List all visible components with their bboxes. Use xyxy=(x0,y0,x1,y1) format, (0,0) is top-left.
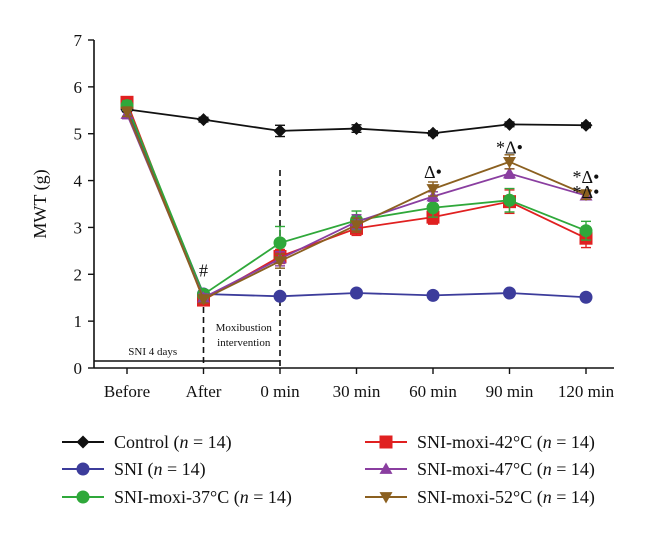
legend-label-count: = 14) xyxy=(552,487,595,508)
legend-item-1: Control (n = 14) xyxy=(62,432,232,453)
phase-label-moxibustion: Moxibustion xyxy=(216,322,273,334)
x-tick-label: 120 min xyxy=(558,382,615,401)
data-point xyxy=(273,256,287,268)
legend-item-6: SNI-moxi-52°C (n = 14) xyxy=(365,487,595,508)
data-point xyxy=(503,286,516,300)
y-tick-label: 7 xyxy=(74,31,83,50)
legend-item-5: SNI-moxi-47°C (n = 14) xyxy=(365,459,595,480)
significance-annotation: *Δ• xyxy=(573,167,600,187)
x-tick-label: 0 min xyxy=(260,382,300,401)
legend-label-text: SNI ( xyxy=(114,459,154,480)
legend-label-count: = 14) xyxy=(552,432,595,453)
data-point xyxy=(579,189,593,202)
data-point xyxy=(197,294,210,306)
x-tick-label: Before xyxy=(104,382,150,401)
y-axis-label: MWT (g) xyxy=(30,169,51,238)
data-point xyxy=(350,220,363,232)
legend-item-4: SNI-moxi-42°C (n = 14) xyxy=(365,432,595,453)
data-point xyxy=(579,290,593,304)
data-point xyxy=(579,224,593,238)
legend-label: Control (n = 14) xyxy=(114,432,232,453)
chart-series xyxy=(120,95,593,307)
legend-item-3: SNI-moxi-37°C (n = 14) xyxy=(62,487,292,508)
phase-label-intervention: intervention xyxy=(217,337,271,349)
series-1 xyxy=(120,102,593,140)
legend-label: SNI-moxi-42°C (n = 14) xyxy=(417,432,595,453)
data-point xyxy=(426,288,440,302)
x-tick-label: After xyxy=(186,382,222,401)
legend-label: SNI-moxi-47°C (n = 14) xyxy=(417,459,595,480)
legend-label-count: = 14) xyxy=(552,459,595,480)
x-tick-label: 60 min xyxy=(409,382,457,401)
chart-annotations: #Δ•*Δ•*Δ•*Δ• xyxy=(199,137,599,280)
legend-marker xyxy=(379,462,393,474)
legend-label-n: n xyxy=(240,487,249,507)
series-6 xyxy=(120,106,593,306)
data-point xyxy=(503,117,516,131)
data-point xyxy=(273,124,287,138)
legend-item-2: SNI (n = 14) xyxy=(62,459,206,480)
data-point xyxy=(197,113,210,127)
data-point xyxy=(503,156,516,169)
significance-annotation: *Δ• xyxy=(496,137,523,157)
legend-label: SNI-moxi-37°C (n = 14) xyxy=(114,487,292,508)
data-point xyxy=(273,236,287,250)
y-tick-label: 0 xyxy=(74,359,83,378)
significance-annotation: # xyxy=(199,261,208,281)
data-point xyxy=(273,289,287,303)
legend-marker xyxy=(379,435,393,449)
y-tick-label: 1 xyxy=(74,312,83,331)
phase-markers: SNI 4 days Moxibustion intervention xyxy=(94,170,281,366)
chart-axes: 0 1 2 3 4 5 6 7 Before After 0 min 30 min 60 min 90 m… xyxy=(30,31,615,401)
y-tick-label: 3 xyxy=(74,218,83,237)
legend-label-count: = 14) xyxy=(249,487,292,508)
data-point xyxy=(579,118,593,132)
legend-label-n: n xyxy=(180,432,189,452)
legend-label-count: = 14) xyxy=(189,432,232,453)
y-tick-label: 4 xyxy=(74,172,83,191)
phase-label-sni: SNI 4 days xyxy=(128,346,177,358)
legend-label-count: = 14) xyxy=(163,459,206,480)
y-tick-label: 6 xyxy=(74,78,83,97)
x-tick-label: 30 min xyxy=(333,382,381,401)
data-point xyxy=(503,167,516,179)
legend-label: SNI-moxi-52°C (n = 14) xyxy=(417,487,595,508)
data-point xyxy=(503,193,516,207)
legend-label-text: SNI-moxi-37°C ( xyxy=(114,487,240,508)
legend-marker xyxy=(379,492,393,504)
legend-label-n: n xyxy=(543,487,552,507)
legend-label-text: SNI-moxi-47°C ( xyxy=(417,459,543,480)
data-point xyxy=(426,201,440,215)
legend-label: SNI (n = 14) xyxy=(114,459,206,480)
data-point xyxy=(120,106,134,119)
chart-legend: Control (n = 14)SNI (n = 14)SNI-moxi-37°… xyxy=(62,432,595,508)
y-tick-label: 5 xyxy=(74,125,83,144)
data-point xyxy=(350,286,363,300)
legend-label-n: n xyxy=(543,432,552,452)
legend-label-n: n xyxy=(154,459,163,479)
legend-label-text: Control ( xyxy=(114,432,180,453)
data-point xyxy=(426,184,440,196)
significance-annotation: Δ• xyxy=(424,162,442,182)
data-point xyxy=(426,126,440,140)
legend-label-text: SNI-moxi-42°C ( xyxy=(417,432,543,453)
significance-annotation: *Δ• xyxy=(573,182,600,202)
legend-label-text: SNI-moxi-52°C ( xyxy=(417,487,543,508)
y-tick-label: 2 xyxy=(74,265,83,284)
legend-marker xyxy=(76,435,90,449)
legend-marker xyxy=(76,490,90,504)
legend-label-n: n xyxy=(543,459,552,479)
x-tick-label: 90 min xyxy=(486,382,534,401)
data-point xyxy=(350,122,363,136)
legend-marker xyxy=(76,462,90,476)
